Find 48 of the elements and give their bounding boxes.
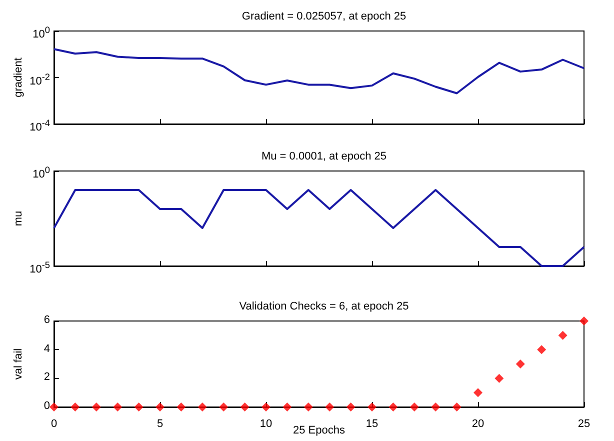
y-tick-label: 10$^{0}$: [32, 164, 50, 182]
point: [198, 402, 207, 412]
y-tick-label: 10$^{-5}$: [30, 259, 50, 277]
point: [431, 402, 440, 412]
point: [325, 402, 334, 412]
x-tick-label: 15: [366, 418, 378, 431]
point: [240, 402, 250, 412]
y-tick-label: 0: [44, 399, 50, 413]
point: [92, 402, 101, 412]
point: [282, 402, 292, 412]
chart-title: Mu = 0.0001, at epoch 25: [261, 150, 387, 162]
y-tick-label: 4: [44, 342, 50, 356]
y-axis-title: gradient: [12, 58, 24, 98]
y-tick-label: 10$^{0}$: [32, 24, 50, 42]
y-tick-label: 10$^{-2}$: [30, 70, 50, 88]
point: [262, 402, 270, 412]
point: [474, 388, 482, 398]
x-tick-label: 25: [578, 418, 590, 431]
point: [50, 402, 58, 412]
point: [134, 402, 144, 412]
y-tick-label: 2: [44, 370, 50, 384]
x-axis-title: 25 Epochs: [293, 424, 346, 436]
y-tick-label: 6: [44, 313, 50, 327]
point: [368, 402, 376, 412]
x-tick-label: 5: [156, 418, 164, 431]
chart-title: Gradient = 0.025057, at epoch 25: [242, 10, 406, 22]
point: [346, 402, 356, 412]
point: [558, 330, 568, 340]
point: [452, 402, 462, 412]
point: [410, 402, 419, 412]
line-series: [53, 48, 585, 94]
point: [304, 402, 313, 412]
point: [156, 402, 164, 412]
chart-title: Validation Checks = 6, at epoch 25: [239, 300, 409, 312]
y-tick-label: 10$^{-4}$: [30, 117, 50, 135]
point: [176, 402, 186, 412]
point: [219, 402, 228, 412]
y-axis-title: val fail: [12, 348, 24, 380]
y-axis-title: mu: [12, 210, 24, 226]
point: [388, 402, 398, 412]
point: [113, 402, 122, 412]
point: [70, 402, 80, 412]
point: [580, 316, 588, 326]
x-tick-label: 20: [472, 418, 484, 431]
point: [537, 345, 546, 354]
point: [494, 374, 504, 383]
x-tick-label: 10: [260, 418, 272, 431]
point: [516, 360, 525, 368]
